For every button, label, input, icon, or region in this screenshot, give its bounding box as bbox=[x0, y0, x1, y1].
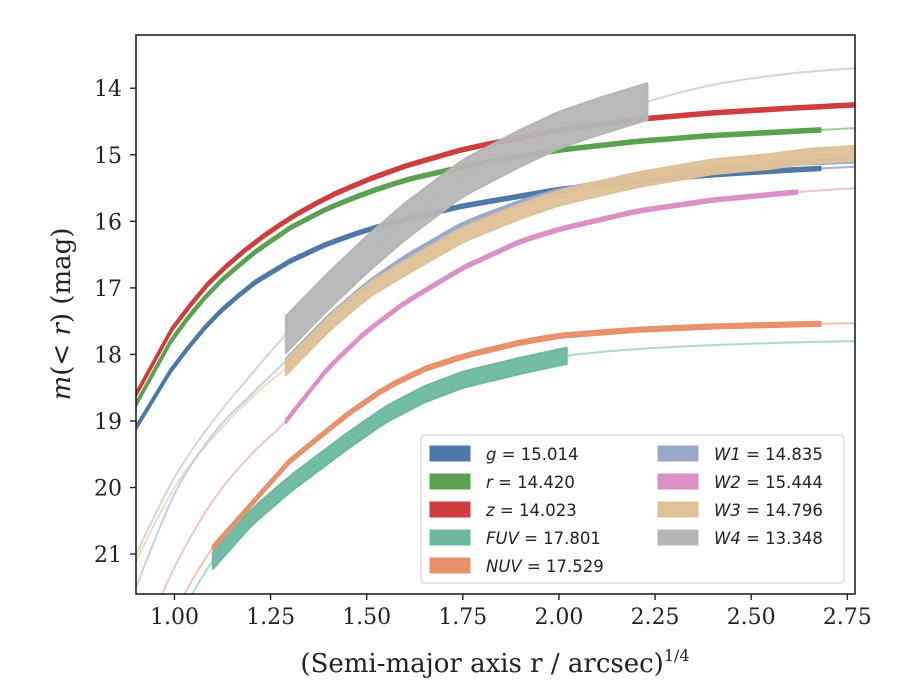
series-g-line bbox=[136, 165, 855, 429]
legend-item-w3: W3 = 14.796 bbox=[657, 501, 823, 520]
y-tick-label: 21 bbox=[94, 543, 122, 568]
legend-label-w3: W3 = 14.796 bbox=[714, 501, 823, 520]
y-tick-label: 17 bbox=[94, 277, 122, 302]
y-axis-label: m(< r) (mag) bbox=[47, 228, 77, 401]
y-tick-label: 15 bbox=[94, 144, 122, 169]
series-w2 bbox=[160, 187, 855, 594]
legend: g = 15.014 r = 14.420 z = 14.023 FUV = 17.8… bbox=[420, 434, 845, 584]
series-z-band bbox=[136, 102, 855, 398]
legend-swatch-z bbox=[429, 501, 471, 518]
legend-item-w4: W4 = 13.348 bbox=[657, 529, 823, 548]
x-tick-label: 1.00 bbox=[150, 605, 199, 630]
x-tick-label: 2.75 bbox=[823, 605, 872, 630]
curves-layer bbox=[136, 67, 855, 594]
series-nuv-band bbox=[211, 320, 822, 551]
legend-label-g: g = 15.014 bbox=[486, 445, 579, 464]
x-tick-label: 2.25 bbox=[631, 605, 680, 630]
y-axis: 14 15 16 17 18 19 20 21 bbox=[94, 77, 136, 568]
legend-swatch-fuv bbox=[429, 529, 471, 546]
y-tick-label: 16 bbox=[94, 210, 122, 235]
legend-label-nuv: NUV = 17.529 bbox=[486, 557, 604, 576]
legend-box bbox=[420, 434, 845, 584]
series-fuv-band bbox=[211, 346, 568, 570]
legend-label-fuv: FUV = 17.801 bbox=[486, 529, 601, 548]
series-r-band bbox=[136, 127, 822, 408]
x-tick-label: 2.00 bbox=[534, 605, 583, 630]
series-r bbox=[136, 127, 855, 408]
series-g-band bbox=[136, 165, 822, 431]
x-tick-label: 1.50 bbox=[342, 605, 391, 630]
series-w3 bbox=[136, 145, 855, 562]
x-tick-label: 2.50 bbox=[727, 605, 776, 630]
series-w3-band bbox=[284, 145, 855, 377]
legend-item-nuv: NUV = 17.529 bbox=[429, 557, 604, 576]
legend-swatch-w1 bbox=[657, 445, 699, 462]
legend-swatch-w3 bbox=[657, 501, 699, 518]
legend-swatch-g bbox=[429, 445, 471, 462]
legend-label-w1: W1 = 14.835 bbox=[714, 445, 823, 464]
x-axis-label: (Semi-major axis r / arcsec)1/4 bbox=[300, 646, 689, 679]
legend-item-g: g = 15.014 bbox=[429, 445, 579, 464]
series-w4-band bbox=[284, 82, 649, 354]
legend-item-z: z = 14.023 bbox=[429, 501, 577, 520]
legend-item-fuv: FUV = 17.801 bbox=[429, 529, 601, 548]
y-tick-label: 18 bbox=[94, 343, 122, 368]
series-z bbox=[136, 102, 855, 398]
legend-swatch-w2 bbox=[657, 473, 699, 490]
legend-label-r: r = 14.420 bbox=[486, 473, 575, 492]
legend-label-w4: W4 = 13.348 bbox=[714, 529, 823, 548]
x-tick-label: 1.25 bbox=[246, 605, 295, 630]
x-tick-label: 1.75 bbox=[438, 605, 487, 630]
series-w2-line bbox=[160, 187, 855, 594]
y-tick-label: 14 bbox=[94, 77, 122, 102]
plot-frame bbox=[135, 34, 856, 595]
legend-swatch-r bbox=[429, 473, 471, 490]
series-w4 bbox=[136, 67, 855, 555]
y-tick-label: 19 bbox=[94, 410, 122, 435]
legend-item-r: r = 14.420 bbox=[429, 473, 575, 492]
series-fuv bbox=[190, 340, 855, 594]
series-g bbox=[136, 165, 855, 431]
legend-label-z: z = 14.023 bbox=[485, 501, 577, 520]
legend-item-w2: W2 = 15.444 bbox=[657, 473, 823, 492]
series-w2-band bbox=[284, 189, 799, 424]
x-axis: 1.00 1.25 1.50 1.75 2.00 2.25 2.50 2.75 bbox=[150, 594, 872, 630]
legend-item-w1: W1 = 14.835 bbox=[657, 445, 823, 464]
legend-label-w2: W2 = 15.444 bbox=[714, 473, 823, 492]
legend-swatch-nuv bbox=[429, 557, 471, 574]
legend-swatch-w4 bbox=[657, 529, 699, 546]
series-nuv bbox=[183, 320, 855, 594]
y-tick-label: 20 bbox=[94, 477, 122, 502]
